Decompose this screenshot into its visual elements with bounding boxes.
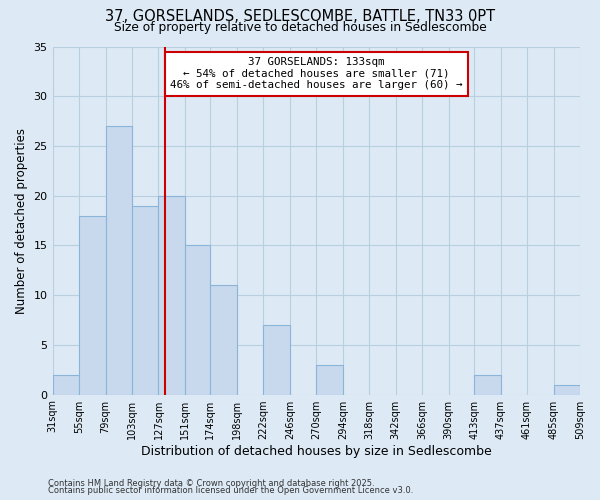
Bar — [158, 196, 185, 394]
Text: Size of property relative to detached houses in Sedlescombe: Size of property relative to detached ho… — [113, 22, 487, 35]
Bar — [79, 216, 106, 394]
Bar — [53, 374, 79, 394]
Bar — [211, 285, 237, 395]
Bar — [474, 374, 500, 394]
Text: 37, GORSELANDS, SEDLESCOMBE, BATTLE, TN33 0PT: 37, GORSELANDS, SEDLESCOMBE, BATTLE, TN3… — [105, 9, 495, 24]
Text: Contains HM Land Registry data © Crown copyright and database right 2025.: Contains HM Land Registry data © Crown c… — [48, 478, 374, 488]
X-axis label: Distribution of detached houses by size in Sedlescombe: Distribution of detached houses by size … — [141, 444, 491, 458]
Bar — [554, 384, 580, 394]
Bar — [185, 246, 211, 394]
Bar — [132, 206, 158, 394]
Bar — [263, 325, 290, 394]
Text: Contains public sector information licensed under the Open Government Licence v3: Contains public sector information licen… — [48, 486, 413, 495]
Bar — [106, 126, 132, 394]
Bar — [316, 364, 343, 394]
Y-axis label: Number of detached properties: Number of detached properties — [15, 128, 28, 314]
Text: 37 GORSELANDS: 133sqm
← 54% of detached houses are smaller (71)
46% of semi-deta: 37 GORSELANDS: 133sqm ← 54% of detached … — [170, 57, 463, 90]
